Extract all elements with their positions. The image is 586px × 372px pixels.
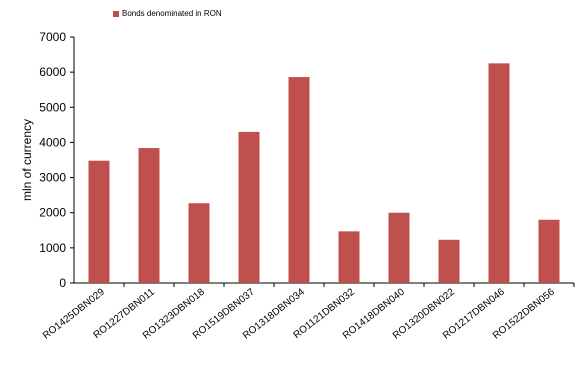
y-tick-label: 2000	[39, 206, 66, 220]
y-tick-label: 1000	[39, 241, 66, 255]
bar	[238, 131, 260, 283]
bar	[488, 63, 510, 283]
bar	[388, 212, 410, 283]
bar	[438, 239, 460, 283]
y-tick-label: 5000	[39, 100, 66, 114]
bar	[338, 231, 360, 283]
y-axis-title: mln of currency	[20, 119, 34, 201]
y-tick-label: 7000	[39, 30, 66, 44]
bar	[538, 219, 560, 283]
y-tick-label: 6000	[39, 65, 66, 79]
legend-swatch	[113, 10, 119, 17]
bar	[288, 77, 310, 283]
bar	[88, 160, 110, 283]
bar	[138, 148, 160, 283]
y-tick-label: 0	[59, 276, 66, 290]
legend-label: Bonds denominated in RON	[122, 9, 222, 18]
bar	[188, 203, 210, 283]
y-tick-label: 3000	[39, 171, 66, 185]
legend: Bonds denominated in RON	[113, 9, 222, 18]
y-tick-label: 4000	[39, 135, 66, 149]
